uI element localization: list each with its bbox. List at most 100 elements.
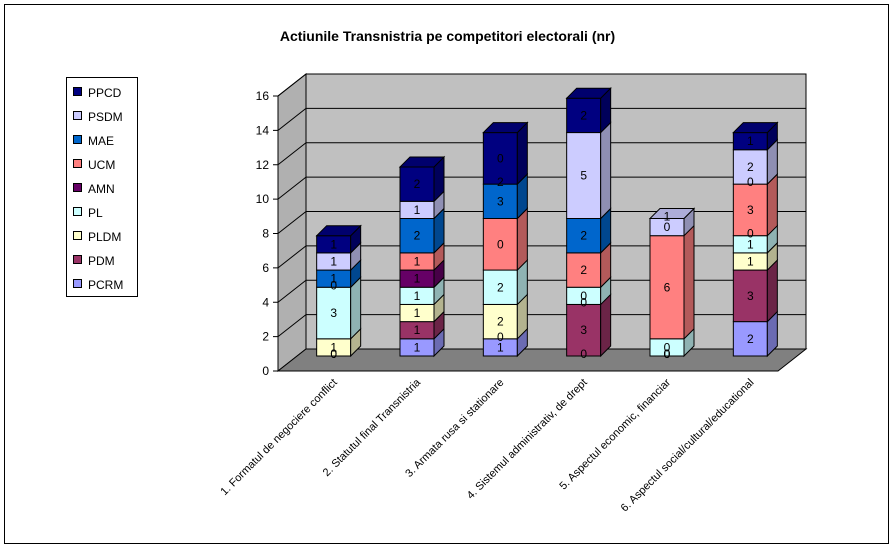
y-tick-label: 2 xyxy=(262,330,269,344)
data-label: 0 xyxy=(664,347,671,361)
gridline-side xyxy=(277,211,307,234)
data-label: 0 xyxy=(580,347,587,361)
y-tick-label: 8 xyxy=(262,227,269,241)
legend-item: PSDM xyxy=(73,110,123,124)
bar-segment-side xyxy=(766,172,778,237)
y-tick-label: 0 xyxy=(262,364,269,378)
data-label: 1 xyxy=(330,340,337,354)
bar-segment-side xyxy=(600,293,612,358)
legend-label: PSDM xyxy=(88,110,123,124)
x-tick-label: 1. Formatul de negociere conflict xyxy=(218,377,339,498)
bar-top xyxy=(648,208,696,219)
data-label: 1 xyxy=(664,210,671,224)
bar-segment-side xyxy=(350,276,362,341)
gridline-side xyxy=(277,142,307,166)
data-label: 1 xyxy=(414,323,421,337)
legend-item: PLDM xyxy=(73,230,121,244)
gridline-side xyxy=(277,245,307,269)
data-label: 0 xyxy=(497,237,504,251)
data-label: 1 xyxy=(330,254,337,268)
legend-swatch xyxy=(73,87,82,96)
bar-segment xyxy=(399,218,435,254)
floor xyxy=(276,348,808,372)
data-label: 6 xyxy=(664,280,671,294)
legend-label: MAE xyxy=(88,134,115,148)
data-label: 3 xyxy=(330,306,337,320)
data-label: 3 xyxy=(747,203,754,217)
legend-item: AMN xyxy=(73,182,115,196)
bar-segment-side xyxy=(766,258,778,323)
data-label: 1 xyxy=(330,237,337,251)
data-label: 0 xyxy=(747,227,754,241)
bar-segment-side xyxy=(600,121,612,220)
data-label: 0 xyxy=(664,340,671,354)
bar-segment xyxy=(316,286,352,340)
bar-segment xyxy=(732,321,768,357)
legend-label: UCM xyxy=(88,158,116,172)
bar-segment xyxy=(482,269,518,305)
legend-label: PCRM xyxy=(88,278,124,292)
legend-item: PPCD xyxy=(73,86,121,100)
legend-label: AMN xyxy=(88,182,115,196)
data-label: 3 xyxy=(747,289,754,303)
data-label: 0 xyxy=(497,330,504,344)
bar-segment xyxy=(649,235,685,340)
gridline-side xyxy=(277,314,307,338)
data-label: 1 xyxy=(414,203,421,217)
data-label: 1 xyxy=(414,254,421,268)
y-tick-label: 16 xyxy=(256,89,270,103)
y-tick-label: 10 xyxy=(256,192,270,206)
legend-label: PLDM xyxy=(88,230,122,244)
data-label: 1 xyxy=(747,237,754,251)
data-label: 1 xyxy=(414,289,421,303)
data-label: 2 xyxy=(497,280,504,294)
bar-top xyxy=(315,225,362,237)
data-label: 0 xyxy=(747,175,754,189)
legend-swatch xyxy=(73,111,82,120)
legend-swatch xyxy=(73,135,82,144)
bar-top xyxy=(732,122,779,134)
gridline-side xyxy=(277,279,307,303)
data-label: 1 xyxy=(747,254,754,268)
legend-label: PPCD xyxy=(88,86,122,100)
bar-segment xyxy=(566,303,602,357)
data-label: 2 xyxy=(580,263,587,277)
y-tick-label: 14 xyxy=(256,123,270,137)
data-label: 1 xyxy=(414,306,421,320)
data-label: 0 xyxy=(497,151,504,165)
bar-segment-side xyxy=(516,207,528,272)
bar-top xyxy=(565,87,612,99)
legend-label: PL xyxy=(88,206,103,220)
data-label: 5 xyxy=(580,169,587,183)
legend-label: PDM xyxy=(88,254,115,268)
data-label: 1 xyxy=(414,340,421,354)
bar-segment xyxy=(482,132,518,185)
legend-swatch xyxy=(73,207,82,216)
bar-segment-side xyxy=(683,224,695,341)
chart-legend: PPCD PSDM MAE UCM AMN PL PLDM PDM PCRM xyxy=(66,77,138,297)
x-tick-label: 6. Aspectul social/cultural/educational xyxy=(619,377,757,515)
bar-segment xyxy=(732,149,768,185)
legend-swatch xyxy=(73,279,82,288)
chart-title: Actiunile Transnistria pe competitori el… xyxy=(279,28,616,44)
gridline-side xyxy=(277,107,307,131)
legend-swatch xyxy=(73,159,82,168)
data-label: 0 xyxy=(664,347,671,361)
data-label: 0 xyxy=(664,347,671,361)
data-label: 0 xyxy=(330,347,337,361)
data-label: 0 xyxy=(580,295,587,309)
data-label: 3 xyxy=(580,323,587,337)
legend-swatch xyxy=(73,231,82,240)
bar-segment-side xyxy=(516,121,528,186)
data-label: 0 xyxy=(664,220,671,234)
x-tick-label: 2. Statutul final Transnistria xyxy=(321,376,424,479)
data-label: 0 xyxy=(580,289,587,303)
data-label: 0 xyxy=(330,278,337,292)
bar-top xyxy=(482,122,529,134)
data-label: 1 xyxy=(497,340,504,354)
data-label: 2 xyxy=(497,175,504,189)
data-label: 1 xyxy=(414,272,421,286)
bar-segment xyxy=(566,132,602,219)
data-label: 2 xyxy=(747,160,754,174)
